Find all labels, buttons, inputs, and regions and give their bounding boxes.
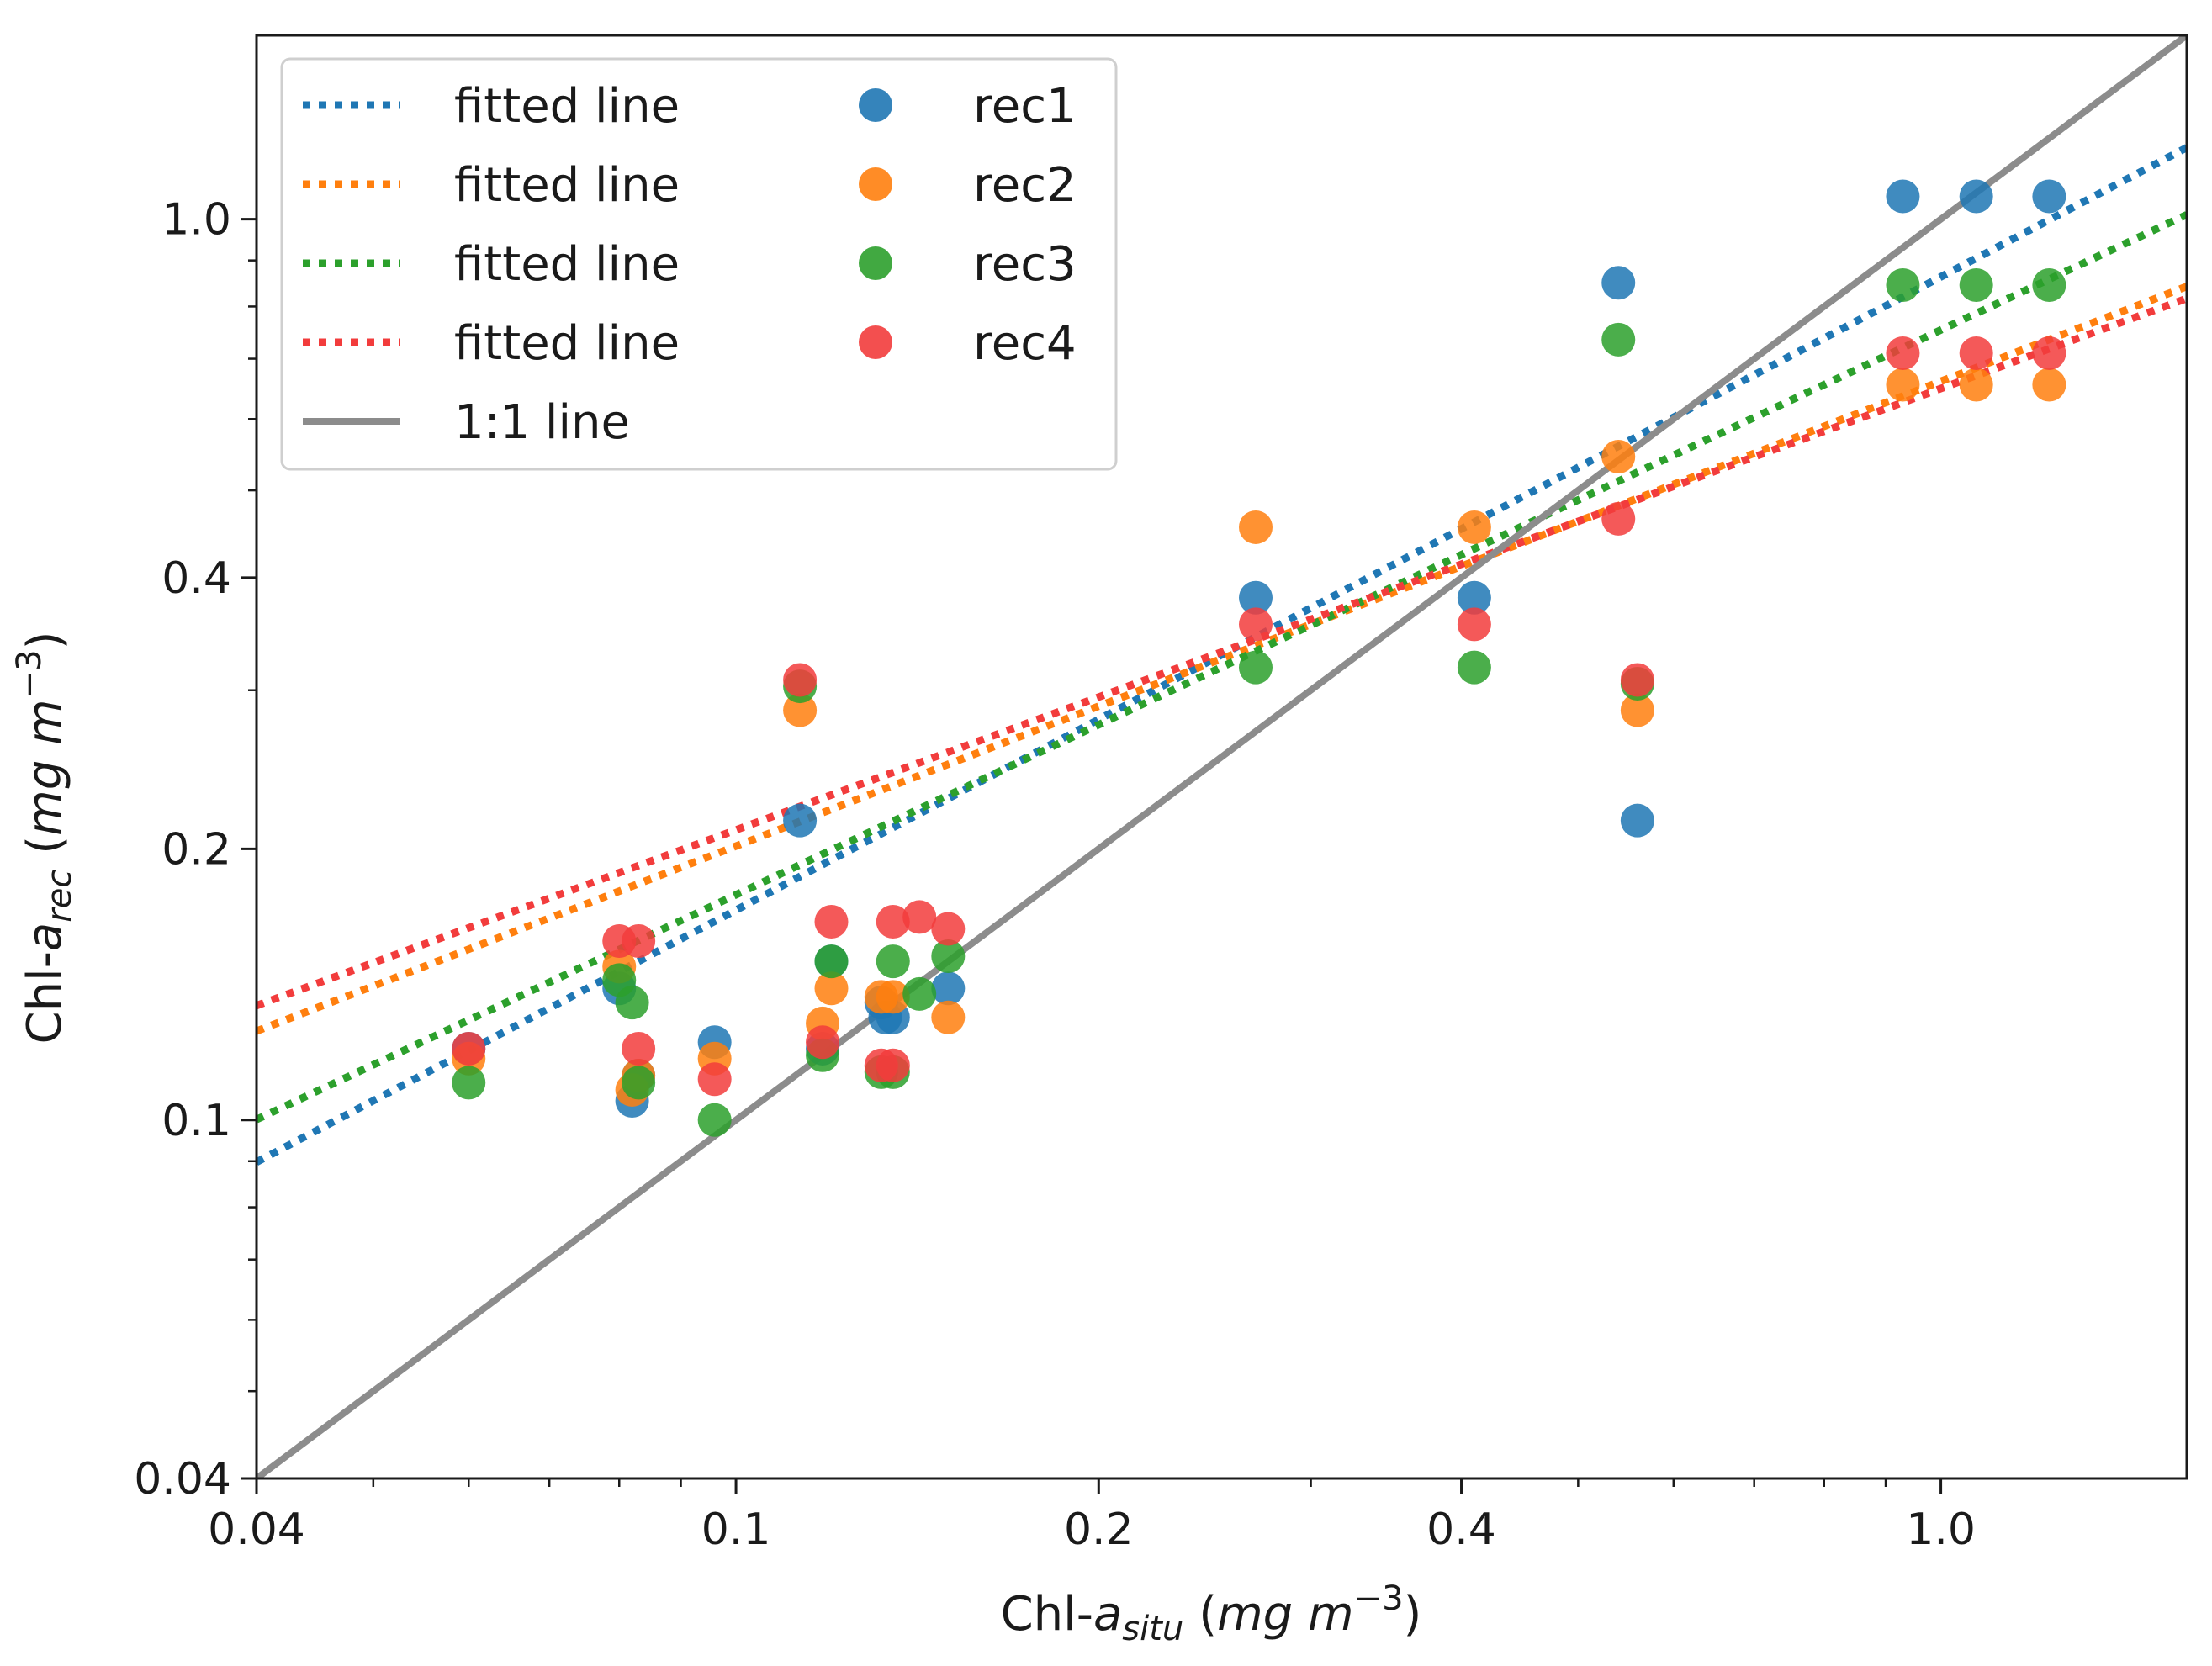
fitted-line-rec3 bbox=[257, 211, 2187, 1124]
legend-fit-label: fitted line bbox=[454, 158, 680, 213]
point-rec2 bbox=[1886, 368, 1920, 402]
x-axis-ticks: 0.04 0.1 0.2 0.4 1.0 bbox=[208, 1478, 1976, 1555]
point-rec4 bbox=[452, 1031, 486, 1066]
point-rec3 bbox=[697, 1103, 732, 1137]
point-rec3 bbox=[1601, 322, 1636, 357]
x-tick-label: 0.04 bbox=[208, 1505, 305, 1555]
point-rec4 bbox=[622, 1031, 656, 1066]
point-rec1 bbox=[931, 971, 966, 1006]
point-rec1 bbox=[1239, 580, 1273, 615]
legend-fit-label: fitted line bbox=[454, 237, 680, 292]
point-rec2 bbox=[1457, 510, 1491, 544]
point-rec4 bbox=[1239, 607, 1273, 642]
data-points bbox=[452, 179, 2066, 1137]
point-rec1 bbox=[783, 803, 818, 838]
legend-marker-rec2 bbox=[859, 167, 892, 201]
legend-series-label-rec1: rec1 bbox=[973, 79, 1077, 134]
y-axis-label: Chl-arec(mg m−3) bbox=[10, 632, 79, 1045]
point-rec1 bbox=[2032, 179, 2066, 214]
point-rec4 bbox=[876, 1048, 910, 1082]
point-rec3 bbox=[876, 944, 910, 979]
fitted-lines bbox=[257, 144, 2187, 1166]
legend-fit-label: fitted line bbox=[454, 316, 680, 371]
y-axis-ticks: 0.04 0.1 0.2 0.4 1.0 bbox=[134, 195, 257, 1505]
point-rec2 bbox=[783, 693, 818, 727]
point-rec4 bbox=[931, 912, 966, 946]
plot-frame bbox=[255, 34, 2188, 1480]
point-rec3 bbox=[452, 1066, 486, 1100]
point-rec4 bbox=[902, 900, 937, 934]
point-rec4 bbox=[697, 1062, 732, 1097]
legend-fit-label: fitted line bbox=[454, 79, 680, 134]
y-tick-label: 0.4 bbox=[161, 553, 231, 604]
legend: fitted line rec1 fitted line rec2 fitted lin… bbox=[280, 57, 1118, 471]
point-rec2 bbox=[1239, 510, 1273, 544]
point-rec3 bbox=[1886, 267, 1920, 302]
point-rec2 bbox=[1620, 693, 1654, 727]
point-rec2 bbox=[876, 980, 910, 1014]
point-rec4 bbox=[876, 904, 910, 939]
legend-series-label-rec2: rec2 bbox=[973, 158, 1077, 213]
point-rec3 bbox=[1239, 650, 1273, 685]
x-tick-label: 1.0 bbox=[1906, 1505, 1976, 1555]
y-tick-label: 0.1 bbox=[161, 1096, 231, 1146]
point-rec3 bbox=[814, 944, 849, 979]
point-rec3 bbox=[931, 939, 966, 973]
point-rec4 bbox=[814, 904, 849, 939]
point-rec3 bbox=[615, 986, 649, 1020]
y-tick-label: 1.0 bbox=[161, 195, 231, 246]
point-rec1 bbox=[1457, 580, 1491, 615]
point-rec4 bbox=[1601, 501, 1636, 536]
point-rec4 bbox=[806, 1025, 840, 1060]
point-rec4 bbox=[2032, 336, 2066, 370]
point-rec2 bbox=[931, 1000, 966, 1034]
y-tick-label: 0.2 bbox=[161, 824, 231, 875]
x-tick-label: 0.1 bbox=[701, 1505, 771, 1555]
x-axis-label: Chl-asitu (mg m−3) bbox=[1001, 1579, 1422, 1648]
legend-identity-label: 1:1 line bbox=[454, 395, 630, 450]
point-rec1 bbox=[1886, 179, 1920, 214]
x-tick-label: 0.4 bbox=[1426, 1505, 1496, 1555]
point-rec3 bbox=[902, 976, 937, 1011]
fitted-line-rec4 bbox=[257, 294, 2187, 1009]
point-rec4 bbox=[1886, 336, 1920, 370]
point-rec2 bbox=[1601, 439, 1636, 473]
point-rec4 bbox=[1959, 336, 1993, 370]
point-rec3 bbox=[622, 1066, 656, 1100]
point-rec3 bbox=[1959, 267, 1993, 302]
y-tick-label: 0.04 bbox=[134, 1454, 231, 1505]
point-rec2 bbox=[1959, 368, 1993, 402]
point-rec1 bbox=[1620, 803, 1654, 838]
legend-marker-rec3 bbox=[859, 246, 892, 280]
point-rec3 bbox=[2032, 267, 2066, 302]
point-rec4 bbox=[1620, 663, 1654, 697]
point-rec2 bbox=[814, 971, 849, 1006]
point-rec2 bbox=[2032, 368, 2066, 402]
legend-series-label-rec4: rec4 bbox=[973, 316, 1077, 371]
x-tick-label: 0.2 bbox=[1064, 1505, 1134, 1555]
identity-line-layer bbox=[257, 35, 2187, 1478]
point-rec1 bbox=[1959, 179, 1993, 214]
point-rec4 bbox=[783, 663, 818, 697]
point-rec1 bbox=[1601, 266, 1636, 300]
point-rec4 bbox=[1457, 607, 1491, 642]
point-rec3 bbox=[1457, 650, 1491, 685]
legend-series-label-rec3: rec3 bbox=[973, 237, 1077, 292]
legend-marker-rec1 bbox=[859, 88, 892, 122]
one-to-one-line bbox=[257, 35, 2187, 1478]
legend-marker-rec4 bbox=[859, 325, 892, 359]
point-rec4 bbox=[622, 923, 656, 958]
